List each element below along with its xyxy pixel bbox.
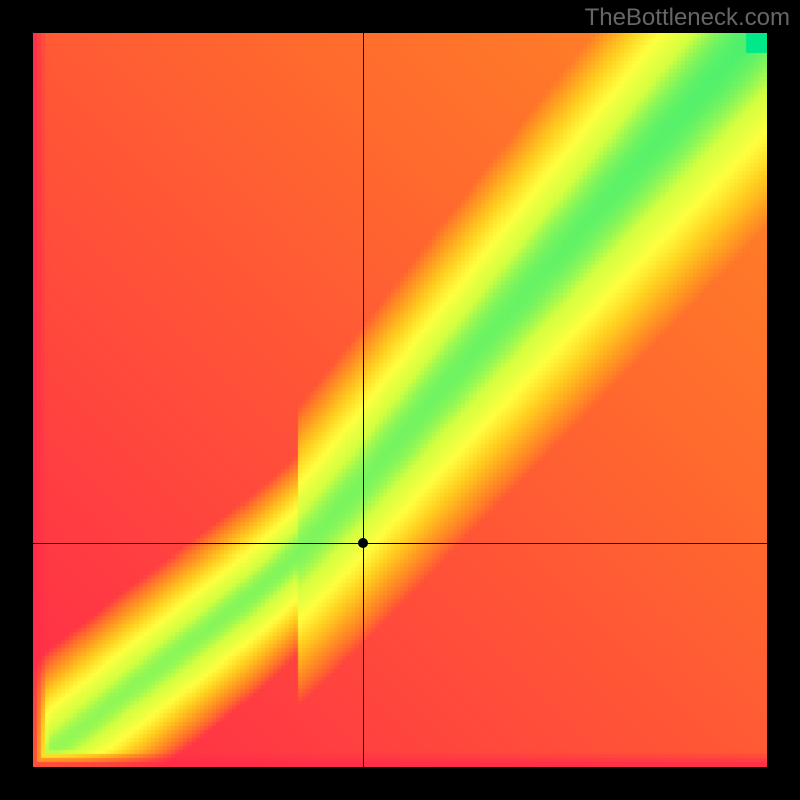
bottleneck-heatmap (33, 33, 767, 767)
crosshair-vertical (363, 33, 364, 767)
watermark-label: TheBottleneck.com (585, 4, 790, 32)
crosshair-horizontal (33, 543, 767, 544)
